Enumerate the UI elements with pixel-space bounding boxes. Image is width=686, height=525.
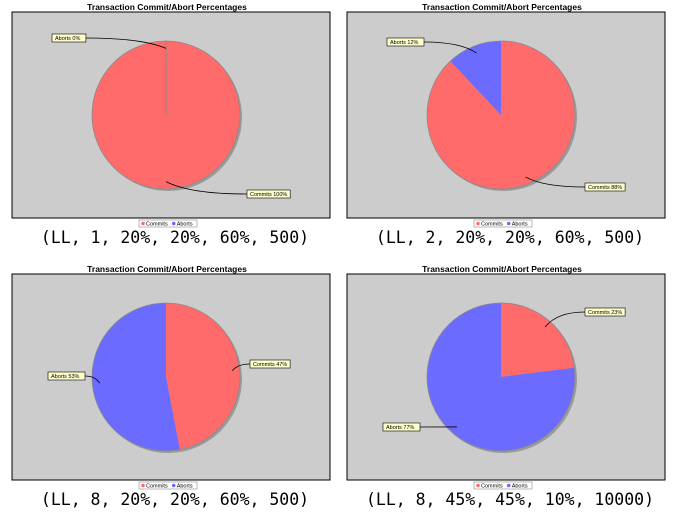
legend-box [473,481,533,490]
legend-box [473,219,533,228]
callout-box [249,359,291,369]
chart-caption: (LL, 1, 20%, 20%, 60%, 500) [40,228,310,247]
pie-outline [91,40,241,190]
legend-entry: Commits [481,222,503,228]
callout-leader-line [525,176,586,188]
legend-entry: Aborts [512,484,528,490]
pie-chart-panel: Transaction Commit/Abort Percentages Comm… [10,262,340,517]
legend-swatch [476,221,480,226]
callout-box [584,182,626,192]
chart-title: Transaction Commit/Abort Percentages [422,264,582,274]
legend-swatch [476,483,480,488]
legend-box [138,219,198,228]
slice-data-label: Commits 100% [250,192,287,198]
slice-data-label: Aborts 53% [51,374,80,380]
legend-swatch [506,221,511,226]
pie-chart-panel: Transaction Commit/Abort Percentages Comm… [345,0,675,255]
chart-title: Transaction Commit/Abort Percentages [87,264,247,274]
chart-title: Transaction Commit/Abort Percentages [87,2,247,12]
callout-box [386,37,425,47]
callout-box [51,33,87,43]
pie-chart-panel: Transaction Commit/Abort Percentages Comm… [345,262,675,517]
legend-swatch [171,483,176,488]
callout-leader-line [544,311,586,328]
slice-data-label: Aborts 77% [386,425,415,431]
pie-outline [426,40,576,190]
callout-leader-line [85,37,167,49]
chart-caption: (LL, 8, 20%, 20%, 60%, 500) [40,490,310,509]
legend-entry: Aborts [177,222,193,228]
callout-leader-line [231,363,251,371]
pie-slice-aborts [92,303,180,451]
pie-chart-svg: Transaction Commit/Abort Percentages Comm… [346,264,666,490]
slice-data-label: Commits 47% [253,362,287,368]
pie-outline [426,302,576,452]
legend-entry: Commits [481,484,503,490]
callout-box [584,307,626,317]
callout-box [382,422,421,432]
legend-swatch [171,221,176,226]
pie-chart-svg: Transaction Commit/Abort Percentages Comm… [11,264,331,490]
legend-entry: Commits [146,484,168,490]
pie-chart-svg: Transaction Commit/Abort Percentages Comm… [11,2,331,228]
slice-data-label: Commits 23% [588,310,622,316]
chart-title: Transaction Commit/Abort Percentages [422,2,582,12]
pie-slice-aborts [450,41,501,115]
pie-slice-commits [166,303,241,450]
callout-leader-line [84,375,101,384]
slice-data-label: Aborts 0% [55,36,80,42]
legend-swatch [141,483,145,488]
pie-chart-svg: Transaction Commit/Abort Percentages Comm… [346,2,666,228]
callout-leader-line [165,181,248,195]
legend-entry: Aborts [177,484,193,490]
legend-entry: Commits [146,222,168,228]
pie-chart-panel: Transaction Commit/Abort Percentages Comm… [10,0,340,255]
chart-caption: (LL, 8, 45%, 45%, 10%, 10000) [365,490,655,509]
legend-entry: Aborts [512,222,528,228]
legend-box [138,481,198,490]
callout-box [246,189,291,199]
callout-leader-line [423,41,477,54]
legend-swatch [141,221,145,226]
chart-caption: (LL, 2, 20%, 20%, 60%, 500) [375,228,645,247]
callout-box [47,371,86,381]
pie-slice-commits [501,303,575,377]
pie-slice-aborts [427,303,575,451]
slice-data-label: Commits 88% [588,185,622,191]
legend-swatch [506,483,511,488]
slice-data-label: Aborts 12% [390,40,419,46]
